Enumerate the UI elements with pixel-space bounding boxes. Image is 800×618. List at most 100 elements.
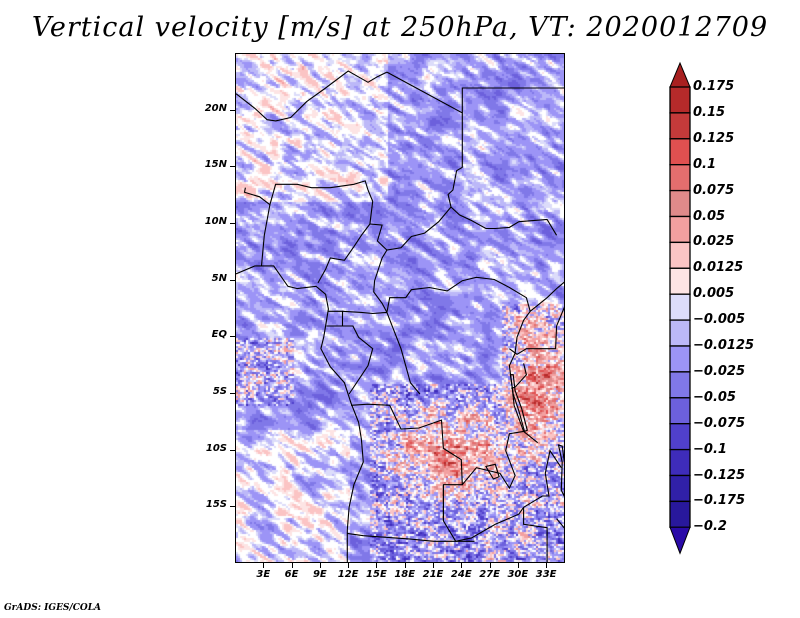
border-line xyxy=(450,206,558,236)
lat-tick-label: 5N xyxy=(211,272,227,284)
chart-title: Vertical velocity [m/s] at 250hPa, VT: 2… xyxy=(31,12,769,43)
colorbar-level-label: −0.2 xyxy=(693,519,727,535)
border-line xyxy=(260,204,271,266)
border-line xyxy=(373,249,388,313)
lon-tick xyxy=(546,563,548,568)
lake-outline xyxy=(509,374,528,433)
border-line xyxy=(442,484,475,542)
lon-tick-label: 18E xyxy=(394,569,416,580)
lon-tick xyxy=(291,563,293,568)
border-line xyxy=(350,403,463,521)
border-line xyxy=(461,430,524,490)
lat-tick-label: EQ xyxy=(211,329,227,341)
border-line xyxy=(508,310,539,444)
lat-tick-label: 5S xyxy=(212,386,227,397)
border-line xyxy=(243,180,369,206)
colorbar-swatch xyxy=(669,86,691,114)
colorbar-swatch xyxy=(669,319,691,347)
border-line xyxy=(317,189,374,284)
lon-tick xyxy=(433,563,434,568)
colorbar-level-label: −0.1 xyxy=(693,441,727,457)
border-line xyxy=(236,70,388,122)
colorbar-swatch xyxy=(669,189,691,218)
lat-tick xyxy=(230,336,235,338)
colorbar-level-label: −0.05 xyxy=(693,389,736,405)
lake-outline xyxy=(557,444,564,498)
colorbar-swatch xyxy=(669,215,691,244)
border-line xyxy=(461,87,564,113)
lat-tick-label: 15N xyxy=(204,159,227,171)
lat-tick xyxy=(230,393,235,394)
lon-tick xyxy=(319,563,321,568)
border-line xyxy=(386,276,531,313)
lon-tick-label: 24E xyxy=(450,569,472,580)
lon-tick-label: 3E xyxy=(256,569,271,580)
lat-tick xyxy=(230,506,235,508)
lat-tick-label: 10N xyxy=(204,216,227,227)
lon-tick-label: 21E xyxy=(422,569,444,580)
border-line xyxy=(342,325,374,395)
colorbar-top-arrow xyxy=(669,61,691,88)
colorbar-level-label: 0.05 xyxy=(693,208,726,224)
colorbar-swatch xyxy=(669,474,691,503)
lon-tick-label: 6E xyxy=(284,569,299,580)
lon-tick-label: 12E xyxy=(337,569,359,580)
border-line xyxy=(523,449,562,508)
colorbar-level-label: 0.005 xyxy=(693,286,735,302)
border-line xyxy=(236,265,364,562)
colorbar-level-label: 0.15 xyxy=(693,104,726,120)
lon-tick xyxy=(461,563,463,568)
colorbar-level-label: −0.005 xyxy=(693,312,746,328)
colorbar-swatch xyxy=(669,241,691,269)
border-line xyxy=(342,310,421,395)
colorbar-bottom-arrow xyxy=(669,526,691,555)
lon-tick-label: 30E xyxy=(507,569,529,580)
colorbar-level-label: −0.0125 xyxy=(693,338,755,353)
lat-tick xyxy=(230,449,235,451)
colorbar-swatch xyxy=(669,138,691,166)
border-line xyxy=(511,363,528,389)
border-line xyxy=(529,281,564,312)
colorbar-level-label: 0.075 xyxy=(693,182,735,198)
lon-tick xyxy=(517,563,519,568)
colorbar-swatch xyxy=(669,397,691,425)
colorbar-swatch xyxy=(669,448,691,477)
border-line xyxy=(386,71,463,208)
border-line xyxy=(326,310,344,327)
colorbar-swatch xyxy=(669,293,691,321)
colorbar-swatch xyxy=(669,371,691,399)
colorbar-swatch xyxy=(669,500,691,528)
colorbar-swatch xyxy=(669,267,691,295)
grads-credit: GrADS: IGES/COLA xyxy=(4,603,102,613)
colorbar-level-label: −0.025 xyxy=(693,363,746,379)
lat-tick xyxy=(230,223,235,224)
lon-tick xyxy=(489,563,491,568)
lat-tick-label: 10S xyxy=(205,442,227,454)
map-panel xyxy=(235,53,565,563)
border-line xyxy=(509,306,564,355)
lon-tick-label: 15E xyxy=(366,569,387,580)
colorbar-level-label: 0.175 xyxy=(693,79,735,94)
colorbar-swatch xyxy=(669,164,691,192)
colorbar-level-label: −0.175 xyxy=(693,493,746,509)
colorbar-level-label: −0.075 xyxy=(693,415,746,431)
border-line xyxy=(556,518,564,529)
colorbar-level-label: 0.1 xyxy=(693,156,717,172)
lon-tick-label: 33E xyxy=(535,569,557,580)
colorbar-level-label: 0.0125 xyxy=(693,260,744,276)
colorbar-level-label: −0.125 xyxy=(693,467,746,483)
lat-tick xyxy=(230,166,235,168)
vertical-velocity-field xyxy=(236,54,564,562)
lon-tick-label: 9E xyxy=(312,569,327,580)
colorbar-swatch xyxy=(669,423,691,451)
colorbar-swatch xyxy=(669,112,691,140)
lat-tick xyxy=(230,109,235,111)
colorbar-level-label: 0.125 xyxy=(693,130,735,146)
lon-tick xyxy=(404,563,406,568)
border-line xyxy=(523,507,548,562)
colorbar-level-label: 0.025 xyxy=(693,234,735,250)
lat-tick xyxy=(230,279,235,281)
lat-tick-label: 15S xyxy=(205,499,227,511)
lat-tick-label: 20N xyxy=(204,102,227,114)
